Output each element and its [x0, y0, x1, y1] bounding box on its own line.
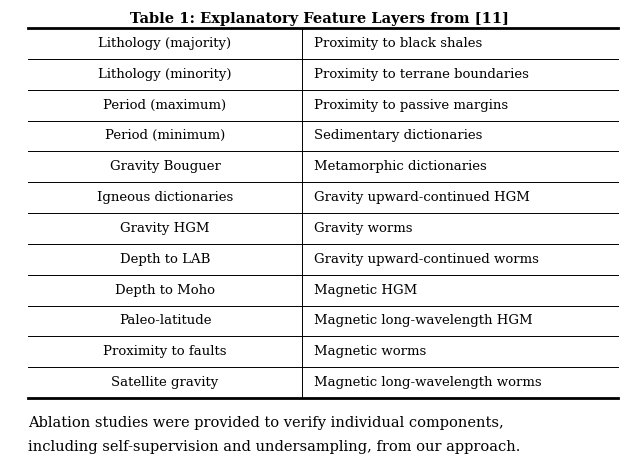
- Text: Igneous dictionaries: Igneous dictionaries: [97, 191, 233, 204]
- Text: Gravity worms: Gravity worms: [314, 222, 413, 235]
- Text: Lithology (majority): Lithology (majority): [99, 37, 232, 50]
- Text: Metamorphic dictionaries: Metamorphic dictionaries: [314, 160, 487, 173]
- Text: Satellite gravity: Satellite gravity: [111, 376, 219, 389]
- Text: Ablation studies were provided to verify individual components,: Ablation studies were provided to verify…: [28, 416, 504, 430]
- Text: Magnetic HGM: Magnetic HGM: [314, 284, 417, 296]
- Text: Proximity to terrane boundaries: Proximity to terrane boundaries: [314, 68, 529, 81]
- Text: Sedimentary dictionaries: Sedimentary dictionaries: [314, 129, 483, 143]
- Text: including self-supervision and undersampling, from our approach.: including self-supervision and undersamp…: [28, 440, 520, 454]
- Text: Proximity to passive margins: Proximity to passive margins: [314, 99, 508, 111]
- Text: Proximity to black shales: Proximity to black shales: [314, 37, 483, 50]
- Text: Depth to LAB: Depth to LAB: [120, 253, 210, 266]
- Text: Paleo-latitude: Paleo-latitude: [119, 314, 211, 328]
- Text: Gravity Bouguer: Gravity Bouguer: [109, 160, 220, 173]
- Text: Magnetic long-wavelength worms: Magnetic long-wavelength worms: [314, 376, 541, 389]
- Text: Magnetic long-wavelength HGM: Magnetic long-wavelength HGM: [314, 314, 532, 328]
- Text: Gravity upward-continued HGM: Gravity upward-continued HGM: [314, 191, 530, 204]
- Text: Gravity upward-continued worms: Gravity upward-continued worms: [314, 253, 539, 266]
- Text: Depth to Moho: Depth to Moho: [115, 284, 215, 296]
- Text: Period (maximum): Period (maximum): [104, 99, 227, 111]
- Text: Gravity HGM: Gravity HGM: [120, 222, 210, 235]
- Text: Table 1: Explanatory Feature Layers from [11]: Table 1: Explanatory Feature Layers from…: [131, 12, 509, 26]
- Text: Lithology (minority): Lithology (minority): [99, 68, 232, 81]
- Text: Period (minimum): Period (minimum): [105, 129, 225, 143]
- Text: Proximity to faults: Proximity to faults: [103, 345, 227, 358]
- Text: Magnetic worms: Magnetic worms: [314, 345, 426, 358]
